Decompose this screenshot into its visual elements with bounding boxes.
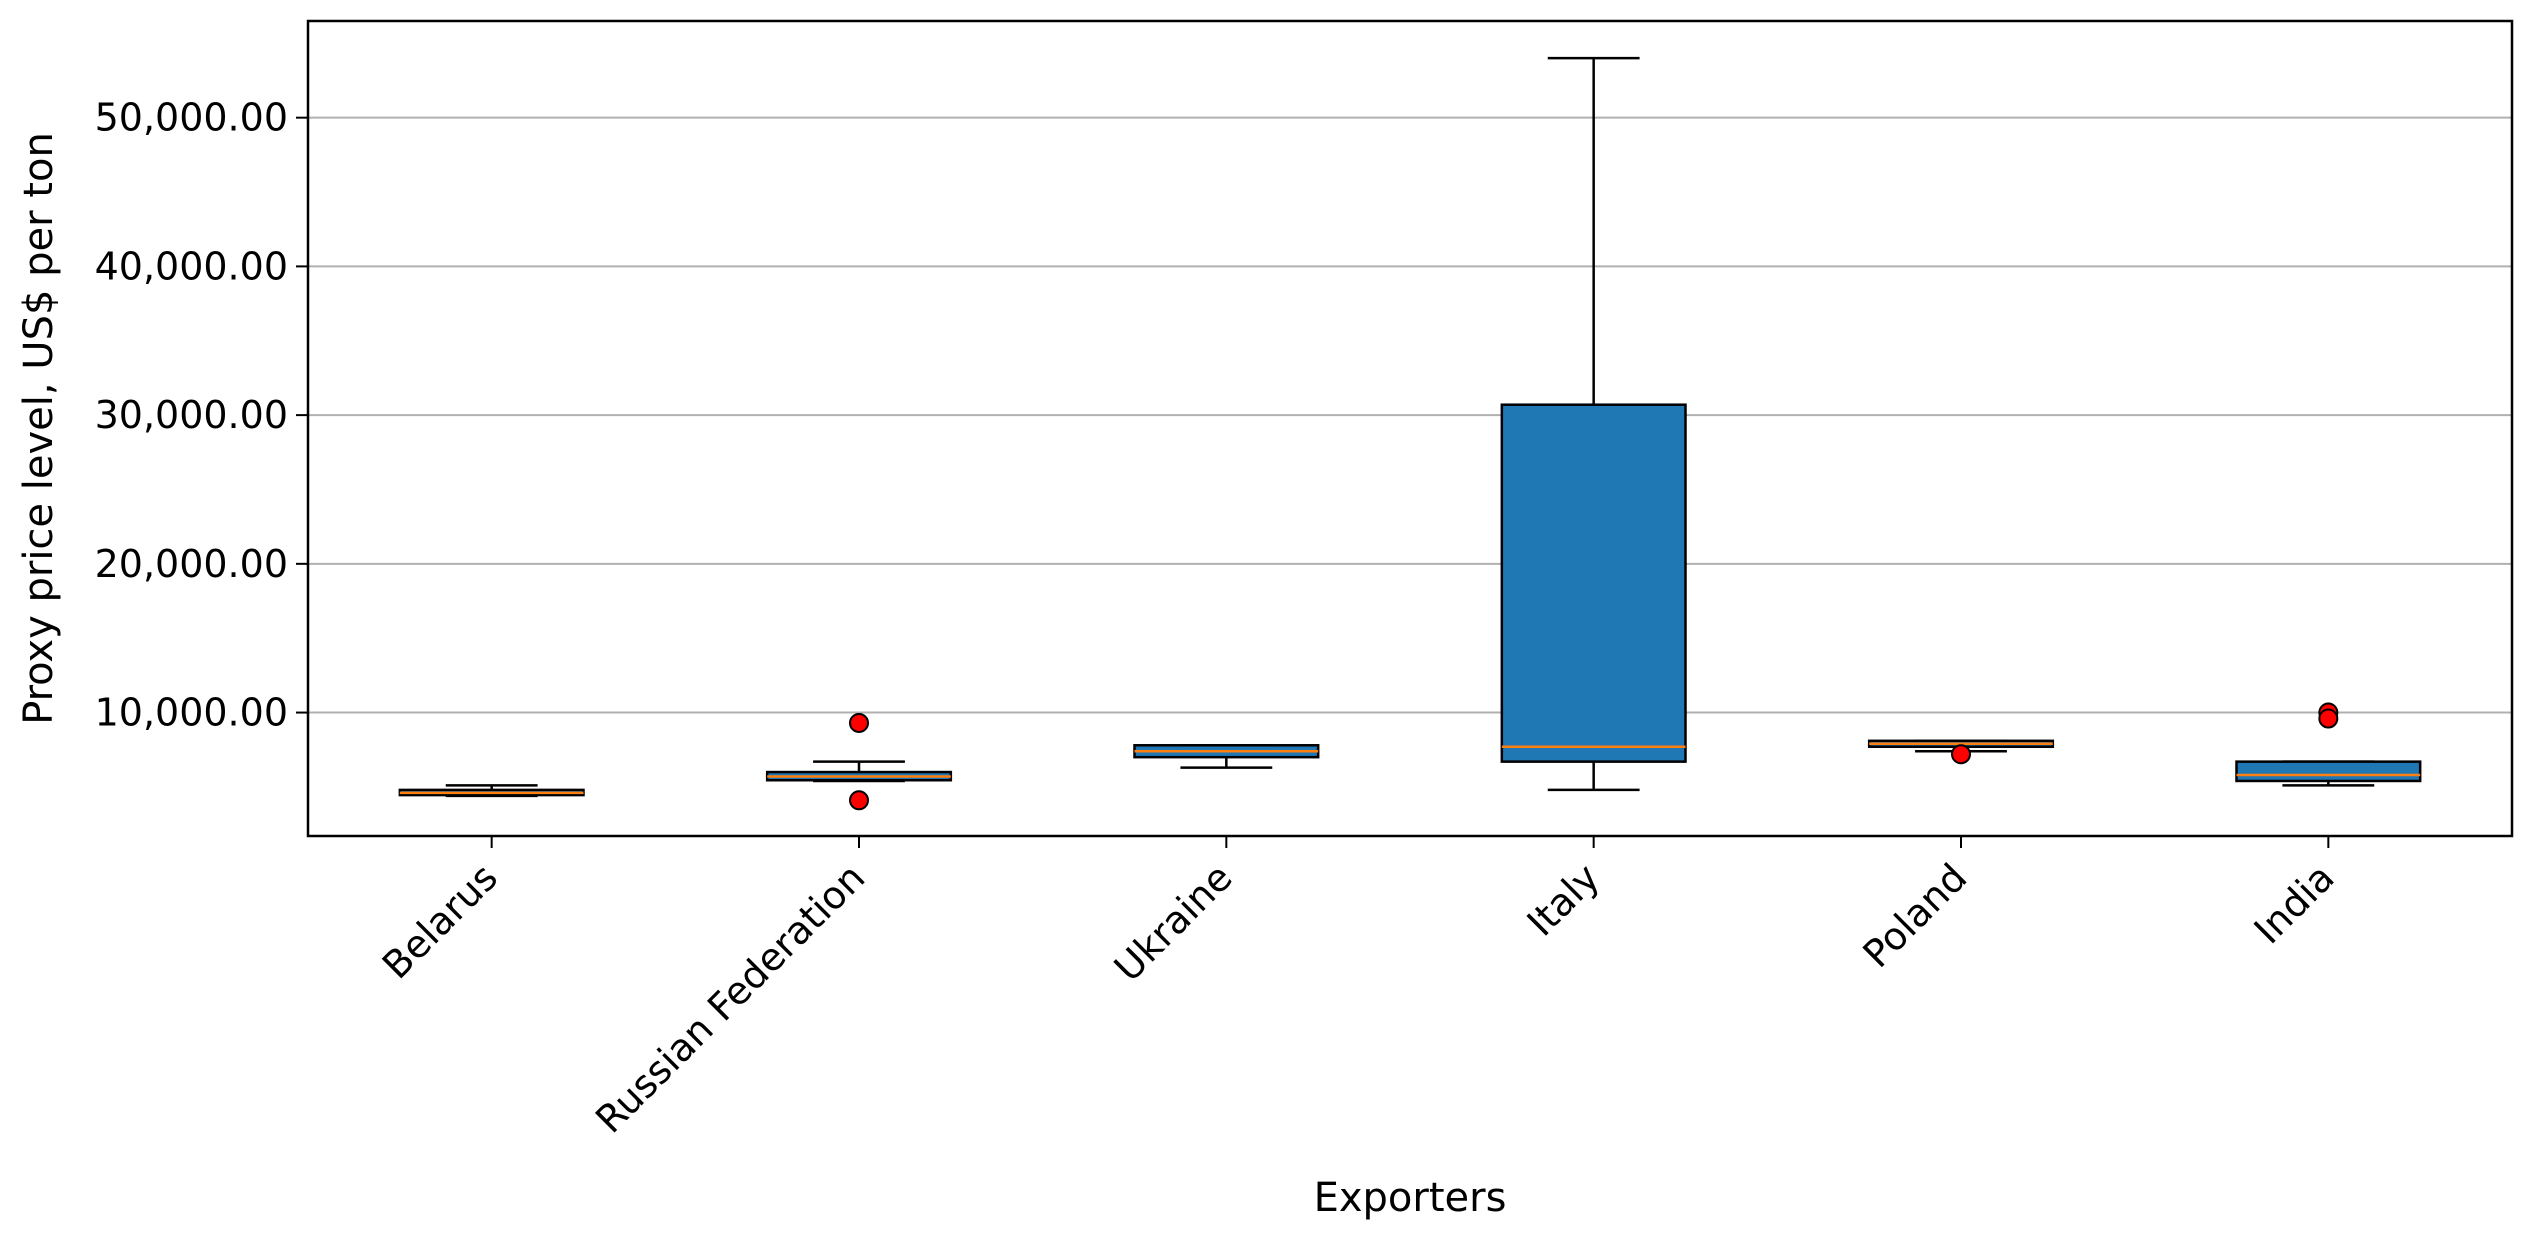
grid-lines	[308, 116, 2512, 714]
box-poland	[1867, 739, 2055, 765]
plot-frame	[306, 19, 2514, 838]
outlier-point	[2318, 708, 2339, 729]
y-tick-label: 30,000.00	[95, 393, 288, 437]
y-axis-label: Proxy price level, US$ per ton	[16, 132, 62, 725]
outlier-point	[849, 790, 869, 811]
box-body	[2235, 760, 2422, 783]
box-series	[398, 56, 2422, 811]
box-india	[2235, 702, 2422, 787]
box-belarus	[398, 784, 585, 798]
box-italy	[1500, 56, 1687, 792]
y-tick-label: 50,000.00	[95, 96, 288, 140]
outlier-point	[1951, 744, 1971, 765]
y-tick-label: 20,000.00	[95, 542, 288, 586]
box-russian-federation	[765, 712, 953, 811]
y-axis: 10,000.00 20,000.00 30,000.00 40,000.00 50,0…	[95, 96, 308, 735]
x-axis-label: Exporters	[1314, 1175, 1507, 1221]
y-tick-label: 10,000.00	[95, 691, 288, 735]
box-ukraine	[1133, 744, 1320, 769]
y-tick-label: 40,000.00	[95, 244, 288, 288]
box-body	[1500, 403, 1687, 763]
outlier-point	[849, 712, 869, 733]
